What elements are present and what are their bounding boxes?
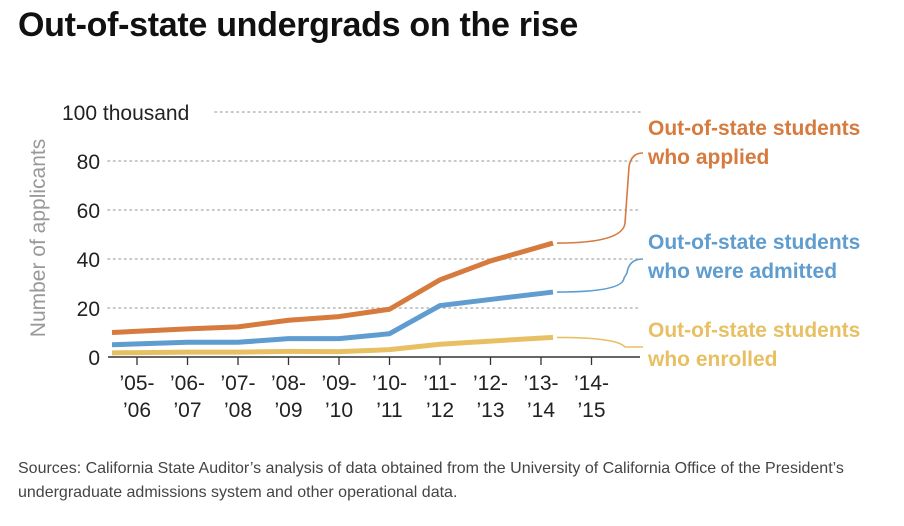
y-tick-labels: 0 20 40 60 80 100 thousand	[62, 102, 189, 370]
x-tick-label: ’14-’15	[574, 372, 609, 422]
x-tick-labels: ’05-’06 ’06-’07 ’07-’08 ’08-’09 ’09-’10 ’10-’…	[119, 357, 609, 422]
series-line	[111, 240, 554, 335]
x-tick-label: ’07-’08	[220, 372, 255, 422]
x-tick-label: ’13-’14	[523, 372, 558, 422]
source-note: Sources: California State Auditor’s anal…	[18, 460, 844, 501]
y-axis-label: Number of applicants	[27, 139, 50, 337]
y-tick-label: 60	[77, 200, 100, 223]
y-tick-label: 80	[77, 151, 100, 174]
gridlines	[107, 111, 641, 358]
chart-title: Out-of-state undergrads on the rise	[18, 6, 578, 44]
y-tick-label: 40	[77, 249, 100, 272]
x-tick-label: ’12-’13	[473, 372, 508, 422]
y-axis-title: Number of applicants	[27, 139, 50, 337]
x-tick-label: ’08-’09	[271, 372, 306, 422]
x-tick-label: ’11-’12	[423, 372, 456, 422]
series-line	[111, 289, 554, 348]
line-chart: Number of applicants 0 20 40 60 80 100 thousa…	[27, 102, 860, 422]
label-connector	[556, 152, 644, 244]
series-line	[111, 334, 554, 356]
series-label: Out-of-state students who were admitted	[647, 231, 860, 283]
label-connector	[556, 336, 643, 348]
series-lines	[111, 240, 554, 356]
x-tick-label: ’10-’11	[372, 372, 407, 422]
series-labels: Out-of-state students who applied Out-of-s…	[647, 117, 860, 371]
y-tick-label: 100 thousand	[62, 102, 189, 125]
y-tick-label: 0	[88, 347, 100, 370]
label-connector	[556, 258, 644, 293]
y-tick-label: 20	[77, 298, 100, 321]
series-label: Out-of-state students who applied	[647, 117, 860, 169]
x-tick-label: ’06-’07	[170, 372, 205, 422]
x-tick-label: ’09-’10	[321, 372, 356, 422]
label-connectors	[556, 152, 644, 348]
series-label: Out-of-state students who enrolled	[647, 319, 860, 371]
x-tick-label: ’05-’06	[119, 372, 154, 422]
